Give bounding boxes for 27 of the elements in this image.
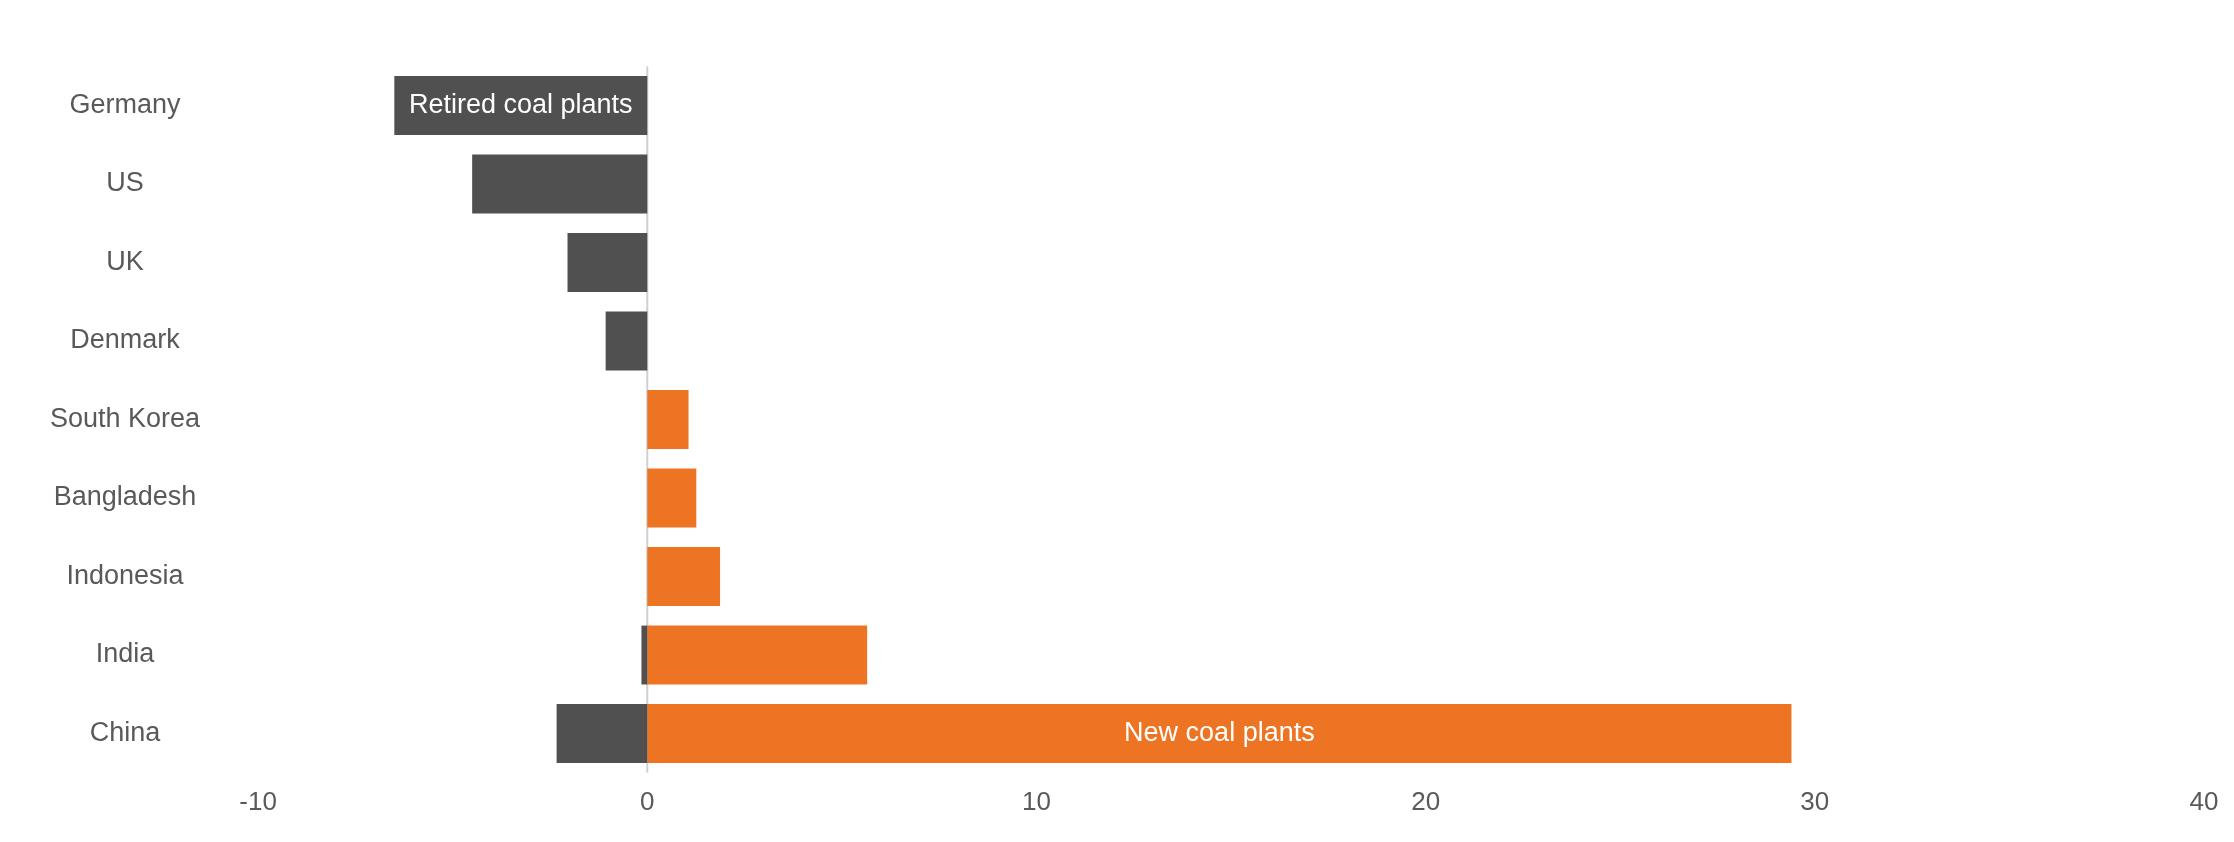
y-tick-label: UK — [106, 245, 144, 276]
bar — [647, 468, 697, 528]
x-tick-label: 20 — [1411, 785, 1441, 816]
y-tick-label: Germany — [69, 88, 182, 119]
bar — [647, 625, 868, 685]
x-tick-label: 30 — [1800, 785, 1830, 816]
series-label: New coal plants — [1124, 717, 1315, 747]
series-label: Retired coal plants — [408, 88, 633, 119]
bar — [647, 547, 721, 606]
x-tick-label: 0 — [640, 785, 655, 816]
bar — [605, 311, 648, 371]
y-tick-label: Indonesia — [66, 559, 185, 590]
y-tick-label: India — [95, 638, 156, 669]
bar — [472, 154, 648, 214]
bar — [641, 625, 648, 685]
y-tick-label: South Korea — [50, 402, 202, 433]
bar — [647, 704, 1792, 763]
x-tick-label: 40 — [2189, 785, 2219, 816]
y-tick-label: Bangladesh — [53, 481, 197, 512]
y-tick-label: US — [106, 167, 144, 198]
x-tick-label: -10 — [239, 785, 277, 816]
bar — [647, 390, 689, 449]
y-tick-label: China — [89, 717, 162, 747]
y-tick-label: Denmark — [70, 324, 181, 355]
bar — [567, 233, 648, 292]
x-tick-label: 10 — [1022, 785, 1051, 816]
bar — [556, 704, 648, 763]
